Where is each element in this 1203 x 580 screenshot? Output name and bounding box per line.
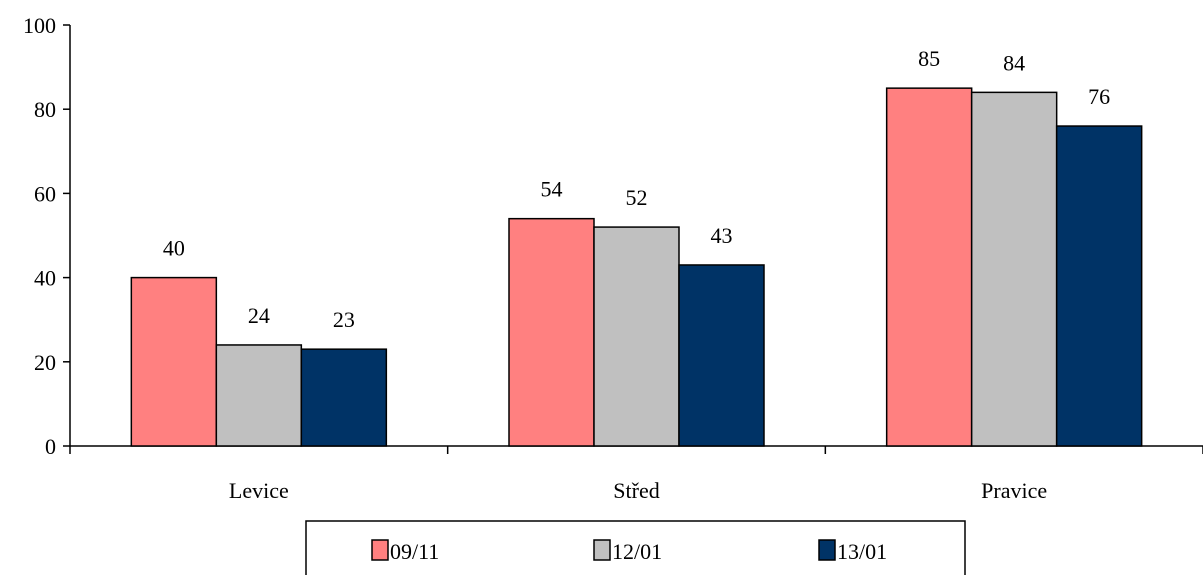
legend-swatch [371, 539, 389, 561]
bar [678, 264, 765, 447]
x-category-label: Levice [229, 478, 289, 503]
legend-label: 13/01 [837, 539, 887, 564]
x-category-label: Střed [613, 478, 659, 503]
data-label: 84 [1003, 50, 1025, 75]
labels: 40 24 23 Levice 54 52 43 Střed 85 84 76 Pravice [163, 46, 1110, 503]
bar [1055, 125, 1143, 447]
legend-swatch [818, 539, 836, 561]
data-label: 54 [541, 177, 563, 202]
bar [970, 91, 1058, 447]
y-tick-label: 80 [34, 97, 56, 122]
bar [593, 226, 680, 447]
legend-label: 12/01 [612, 539, 662, 564]
data-label: 40 [163, 236, 185, 261]
y-tick-label: 20 [34, 350, 56, 375]
bar [885, 87, 973, 447]
legend-box [305, 520, 966, 580]
y-tick-label: 100 [23, 13, 56, 38]
data-label: 23 [333, 307, 355, 332]
data-label: 52 [626, 185, 648, 210]
bar [130, 276, 218, 447]
legend-swatch [593, 539, 611, 561]
data-label: 85 [918, 46, 940, 71]
legend: 09/11 12/01 13/01 [305, 520, 966, 580]
legend-label: 09/11 [390, 539, 439, 564]
y-tick-label: 60 [34, 181, 56, 206]
x-category-label: Pravice [981, 478, 1047, 503]
bar [508, 217, 595, 447]
data-label: 76 [1088, 84, 1110, 109]
data-label: 43 [711, 223, 733, 248]
bar [300, 348, 388, 447]
y-tick-label: 40 [34, 266, 56, 291]
data-label: 24 [248, 303, 270, 328]
bars [130, 87, 1143, 447]
bar [215, 344, 303, 447]
y-tick-label: 0 [45, 434, 56, 459]
